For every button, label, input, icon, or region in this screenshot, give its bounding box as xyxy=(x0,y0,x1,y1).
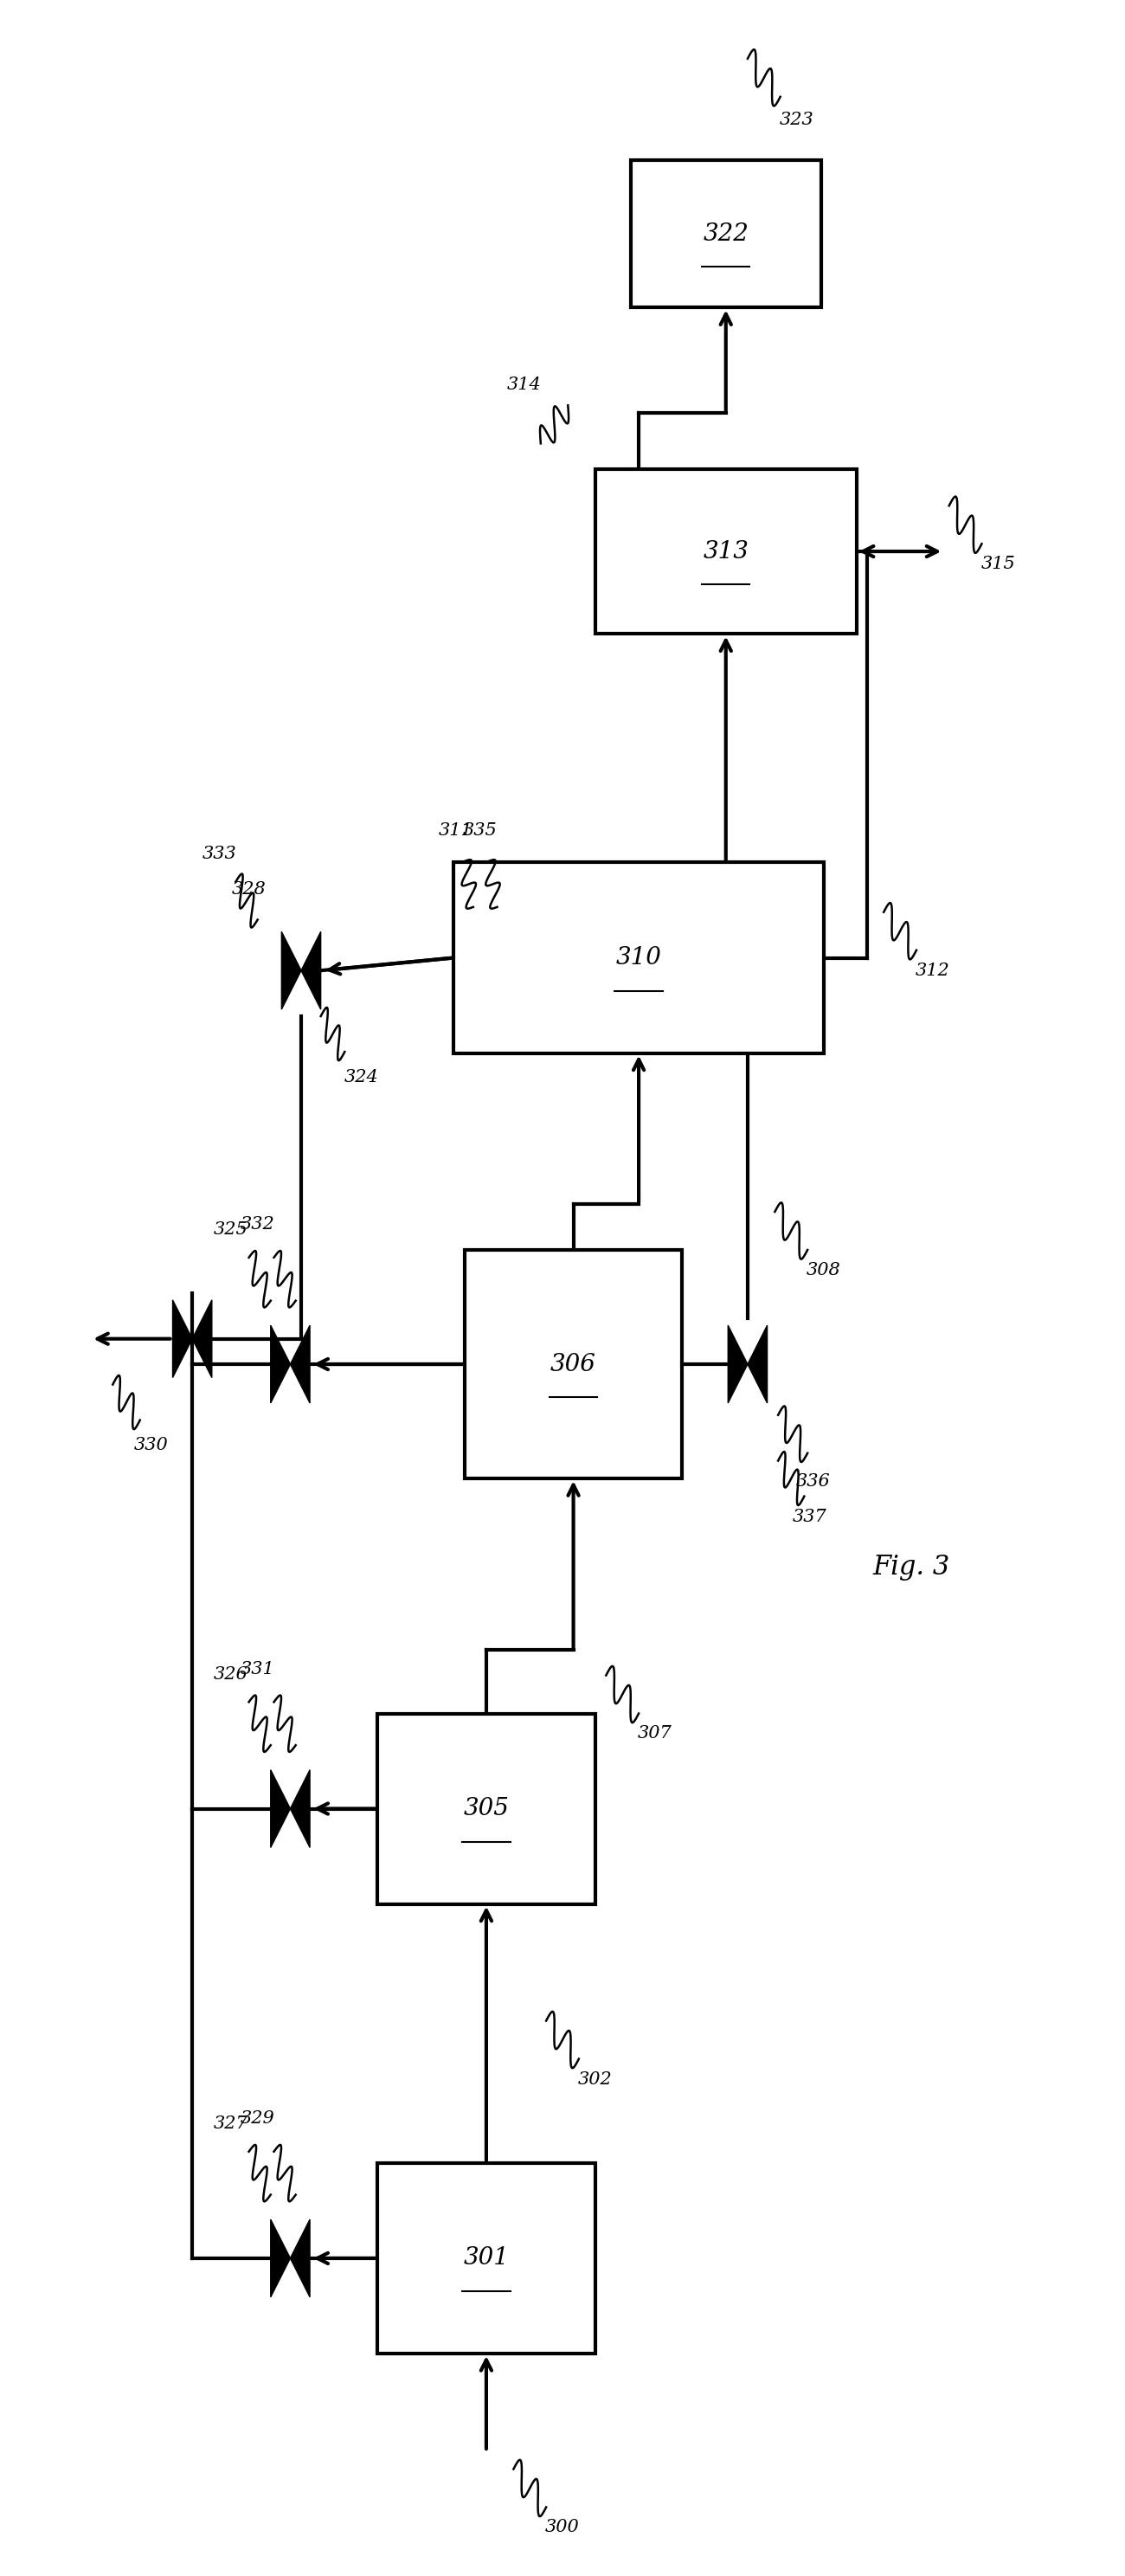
Bar xyxy=(377,2164,595,2354)
Text: 328: 328 xyxy=(232,881,267,896)
Text: 306: 306 xyxy=(550,1352,596,1376)
Text: 307: 307 xyxy=(638,1726,673,1741)
Polygon shape xyxy=(192,1301,212,1378)
Polygon shape xyxy=(281,933,302,1010)
Polygon shape xyxy=(290,2221,309,2298)
Text: 326: 326 xyxy=(213,1667,248,1682)
Text: 300: 300 xyxy=(546,2519,579,2535)
Text: 323: 323 xyxy=(780,111,813,129)
Text: 329: 329 xyxy=(241,2110,274,2128)
Text: 308: 308 xyxy=(807,1262,842,1278)
Text: 322: 322 xyxy=(703,222,749,245)
Text: 301: 301 xyxy=(464,2246,510,2269)
Bar xyxy=(630,160,821,307)
Polygon shape xyxy=(172,1301,192,1378)
Polygon shape xyxy=(728,1324,748,1404)
Text: 325: 325 xyxy=(213,1221,248,1239)
Text: 324: 324 xyxy=(344,1069,378,1084)
Text: 337: 337 xyxy=(792,1510,827,1525)
Text: 327: 327 xyxy=(213,2115,248,2133)
Bar xyxy=(595,469,856,634)
Polygon shape xyxy=(290,1324,309,1404)
Text: 333: 333 xyxy=(202,845,236,863)
Polygon shape xyxy=(290,1770,309,1847)
Text: Fig. 3: Fig. 3 xyxy=(872,1553,949,1582)
Text: 311: 311 xyxy=(439,822,472,840)
Polygon shape xyxy=(271,1770,290,1847)
Text: 312: 312 xyxy=(916,963,949,979)
Text: 310: 310 xyxy=(615,945,662,969)
Text: 336: 336 xyxy=(795,1473,830,1489)
Bar xyxy=(465,1249,682,1479)
Bar xyxy=(453,863,824,1054)
Text: 332: 332 xyxy=(241,1216,274,1234)
Text: 305: 305 xyxy=(464,1798,510,1821)
Polygon shape xyxy=(271,1324,290,1404)
Polygon shape xyxy=(271,2221,290,2298)
Text: 330: 330 xyxy=(134,1437,168,1453)
Polygon shape xyxy=(748,1324,767,1404)
Text: 331: 331 xyxy=(241,1662,274,1677)
Text: 313: 313 xyxy=(703,541,749,564)
Text: 315: 315 xyxy=(981,556,1015,572)
Bar xyxy=(377,1713,595,1904)
Text: 302: 302 xyxy=(578,2071,612,2087)
Text: 335: 335 xyxy=(462,822,497,840)
Text: 314: 314 xyxy=(507,376,541,394)
Polygon shape xyxy=(302,933,321,1010)
